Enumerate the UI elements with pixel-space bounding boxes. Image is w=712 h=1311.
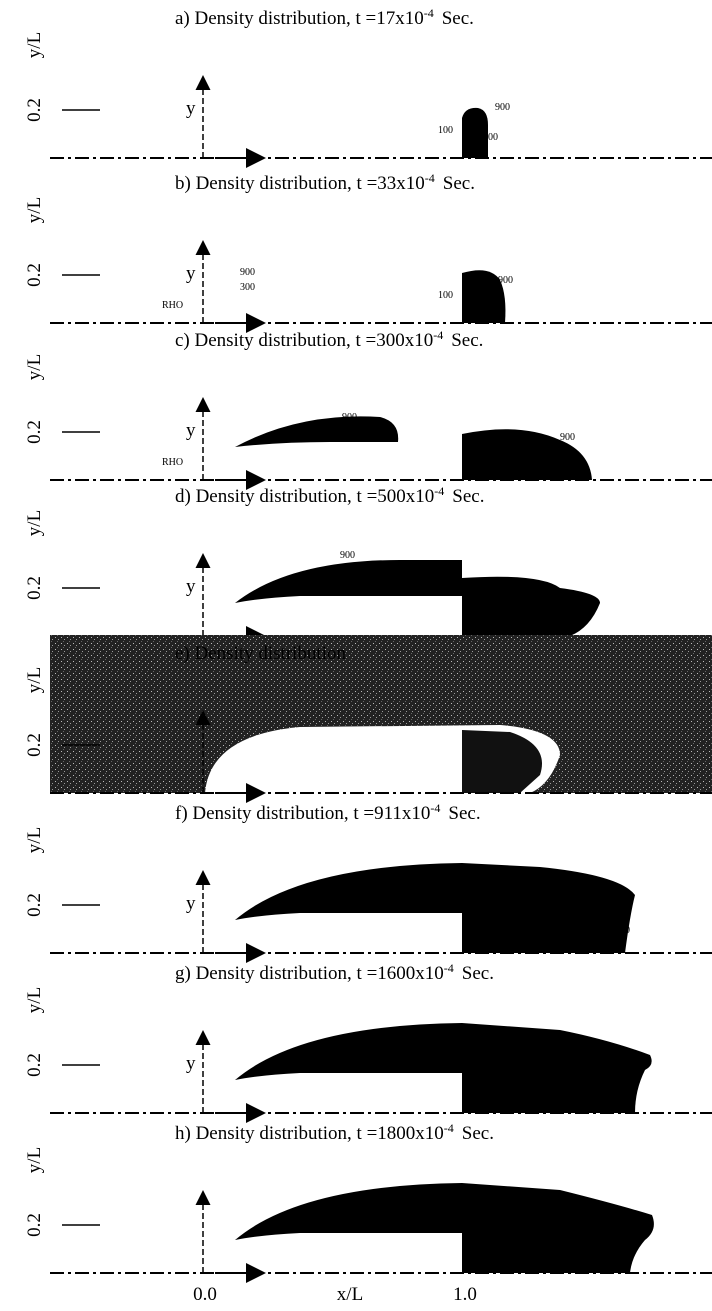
density-region bbox=[462, 270, 506, 323]
y-tick-label: 0.2 bbox=[24, 576, 45, 600]
contour-label: 300 bbox=[240, 282, 255, 293]
density-region bbox=[235, 416, 399, 447]
axis-symbol: y bbox=[186, 1053, 196, 1074]
axis-symbol: y bbox=[186, 263, 196, 284]
x-tick-label: 1.0 bbox=[453, 1284, 477, 1305]
title-exponent: -4 bbox=[444, 961, 454, 975]
contour-label: 00 bbox=[618, 1085, 628, 1096]
y-axis-label: y/L bbox=[24, 987, 45, 1013]
contour-label: 100 bbox=[438, 290, 453, 301]
y-axis-label: y/L bbox=[24, 32, 45, 58]
y-axis-label: y/L bbox=[24, 1147, 45, 1173]
contour-label: 0 bbox=[628, 1245, 633, 1256]
panel: d) Density distribution, t =500x10-4 Sec.… bbox=[24, 484, 712, 646]
y-axis-label: y/L bbox=[24, 354, 45, 380]
title-text: e) Density distribution bbox=[175, 643, 346, 664]
contour-label: 900 bbox=[342, 412, 357, 423]
title-unit: Sec. bbox=[443, 173, 475, 194]
panel: a) Density distribution, t =17x10-4 Sec. y… bbox=[24, 6, 712, 168]
axis-symbol: y bbox=[186, 420, 196, 441]
panel-title: a) Density distribution, t =17x10-4 Sec. bbox=[175, 6, 474, 29]
title-exponent: -4 bbox=[425, 171, 435, 185]
panel: h) Density distribution, t =1800x10-4 Sec… bbox=[24, 1121, 712, 1283]
title-exponent: -4 bbox=[434, 484, 444, 498]
panel-title: c) Density distribution, t =300x10-4 Sec. bbox=[175, 328, 483, 351]
title-exponent: -4 bbox=[444, 1121, 454, 1135]
title-unit: Sec. bbox=[451, 330, 483, 351]
panel-title: f) Density distribution, t =911x10-4 Sec. bbox=[175, 801, 481, 824]
title-text: c) Density distribution, t =300x10 bbox=[175, 330, 433, 351]
title-exponent: -4 bbox=[433, 328, 443, 342]
x-axis-label: x/L bbox=[337, 1284, 363, 1305]
y-tick-label: 0.2 bbox=[24, 893, 45, 917]
x-tick-label: 0.0 bbox=[193, 1284, 217, 1305]
y-tick-label: 0.2 bbox=[24, 1053, 45, 1077]
contour-label: 900 bbox=[572, 595, 587, 606]
panel-title: d) Density distribution, t =500x10-4 Sec. bbox=[175, 484, 484, 507]
y-axis-label: y/L bbox=[24, 827, 45, 853]
contour-label: 100 bbox=[438, 125, 453, 136]
density-region bbox=[235, 560, 462, 603]
y-tick-label: 0.2 bbox=[24, 98, 45, 122]
y-axis-label: y/L bbox=[24, 667, 45, 693]
density-region bbox=[462, 107, 488, 158]
contour-label: RHO bbox=[162, 457, 183, 468]
y-tick-label: 0.2 bbox=[24, 1213, 45, 1237]
contour-label: 900 bbox=[240, 267, 255, 278]
title-unit: Sec. bbox=[462, 963, 494, 984]
title-unit: Sec. bbox=[452, 486, 484, 507]
density-region bbox=[235, 863, 635, 953]
axis-symbol: y bbox=[186, 576, 196, 597]
panel-title: b) Density distribution, t =33x10-4 Sec. bbox=[175, 171, 475, 194]
contour-label: 900 bbox=[560, 432, 575, 443]
title-exponent: -4 bbox=[424, 6, 434, 20]
y-tick-label: 0.2 bbox=[24, 733, 45, 757]
title-text: g) Density distribution, t =1600x10 bbox=[175, 963, 444, 984]
dark-region bbox=[462, 730, 542, 793]
density-region bbox=[462, 429, 592, 480]
density-region bbox=[235, 1183, 654, 1273]
contour-label: 900 bbox=[495, 102, 510, 113]
y-axis-label: y/L bbox=[24, 510, 45, 536]
panel-title: g) Density distribution, t =1600x10-4 Sec… bbox=[175, 961, 494, 984]
panel: e) Density distribution y/L 0.2 bbox=[24, 635, 712, 803]
contour-label: 900 bbox=[340, 550, 355, 561]
axis-symbol: y bbox=[186, 893, 196, 914]
title-text: a) Density distribution, t =17x10 bbox=[175, 8, 424, 29]
contour-label: RHO bbox=[162, 300, 183, 311]
title-unit: Sec. bbox=[442, 8, 474, 29]
title-exponent: -4 bbox=[430, 801, 440, 815]
contour-label: 00 bbox=[488, 132, 498, 143]
axis-symbol: y bbox=[186, 98, 196, 119]
y-axis-label: y/L bbox=[24, 197, 45, 223]
y-tick-label: 0.2 bbox=[24, 263, 45, 287]
panel: c) Density distribution, t =300x10-4 Sec.… bbox=[24, 328, 712, 490]
title-text: h) Density distribution, t =1800x10 bbox=[175, 1123, 444, 1144]
panel: f) Density distribution, t =911x10-4 Sec.… bbox=[24, 801, 712, 963]
y-tick-label: 0.2 bbox=[24, 420, 45, 444]
density-region bbox=[235, 1023, 652, 1113]
panel-title: h) Density distribution, t =1800x10-4 Sec… bbox=[175, 1121, 494, 1144]
contour-label: 0 bbox=[625, 925, 630, 936]
density-region bbox=[462, 576, 600, 636]
title-text: b) Density distribution, t =33x10 bbox=[175, 173, 425, 194]
title-text: f) Density distribution, t =911x10 bbox=[175, 803, 430, 824]
panel: b) Density distribution, t =33x10-4 Sec. y… bbox=[24, 171, 712, 333]
title-text: d) Density distribution, t =500x10 bbox=[175, 486, 434, 507]
panel: g) Density distribution, t =1600x10-4 Sec… bbox=[24, 961, 712, 1123]
contour-label: 900 bbox=[498, 275, 513, 286]
title-unit: Sec. bbox=[462, 1123, 494, 1144]
title-unit: Sec. bbox=[448, 803, 480, 824]
panel-title: e) Density distribution bbox=[175, 643, 346, 664]
